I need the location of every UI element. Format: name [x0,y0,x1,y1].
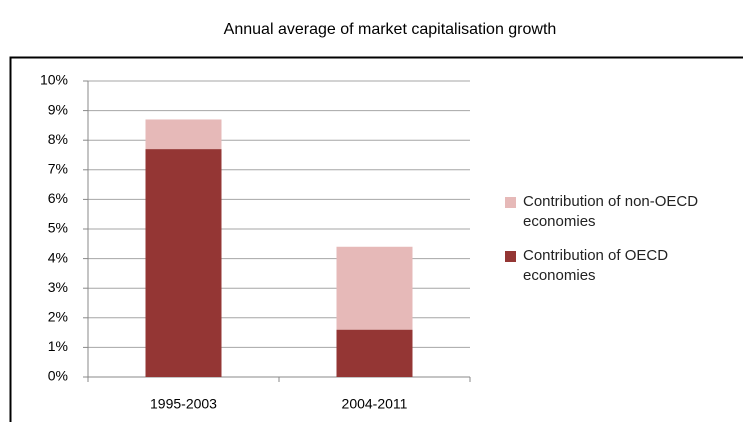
y-tick-label: 10% [40,72,68,88]
legend-label: Contribution of OECD economies [523,247,669,284]
y-tick-label: 6% [48,190,68,206]
y-tick-label: 0% [48,368,68,384]
legend-swatch [505,251,516,262]
bar-segment [145,119,222,150]
legend-label: Contribution of non-OECD economies [523,193,699,230]
y-tick-label: 9% [48,101,68,117]
y-tick-label: 8% [48,131,68,147]
bar-segment [336,329,413,377]
bar-segment [336,246,413,330]
x-tick-label: 2004-2011 [342,396,408,412]
legend-swatch [505,197,516,208]
chart-title: Annual average of market capitalisation … [224,21,557,38]
x-tick-label: 1995-2003 [150,396,217,412]
y-tick-label: 7% [48,161,68,177]
bar-segment [145,149,222,377]
y-tick-label: 4% [48,249,68,265]
legend: Contribution of non-OECD economies Contri… [505,192,705,300]
y-tick-label: 5% [48,220,68,236]
legend-entry: Contribution of non-OECD economies [505,192,705,232]
y-tick-label: 1% [48,338,68,354]
legend-entry: Contribution of OECD economies [505,246,705,286]
chart-frame [9,56,743,422]
y-tick-label: 3% [48,279,68,295]
y-tick-label: 2% [48,309,68,325]
